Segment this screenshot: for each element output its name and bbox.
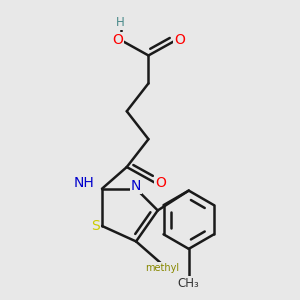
Text: O: O	[174, 33, 185, 47]
Text: S: S	[92, 219, 100, 233]
Text: H: H	[116, 16, 125, 29]
Text: O: O	[112, 33, 123, 47]
Text: O: O	[155, 176, 166, 190]
Text: N: N	[131, 178, 141, 193]
Text: CH₃: CH₃	[178, 277, 200, 290]
Text: NH: NH	[74, 176, 94, 190]
Text: methyl: methyl	[145, 263, 179, 273]
